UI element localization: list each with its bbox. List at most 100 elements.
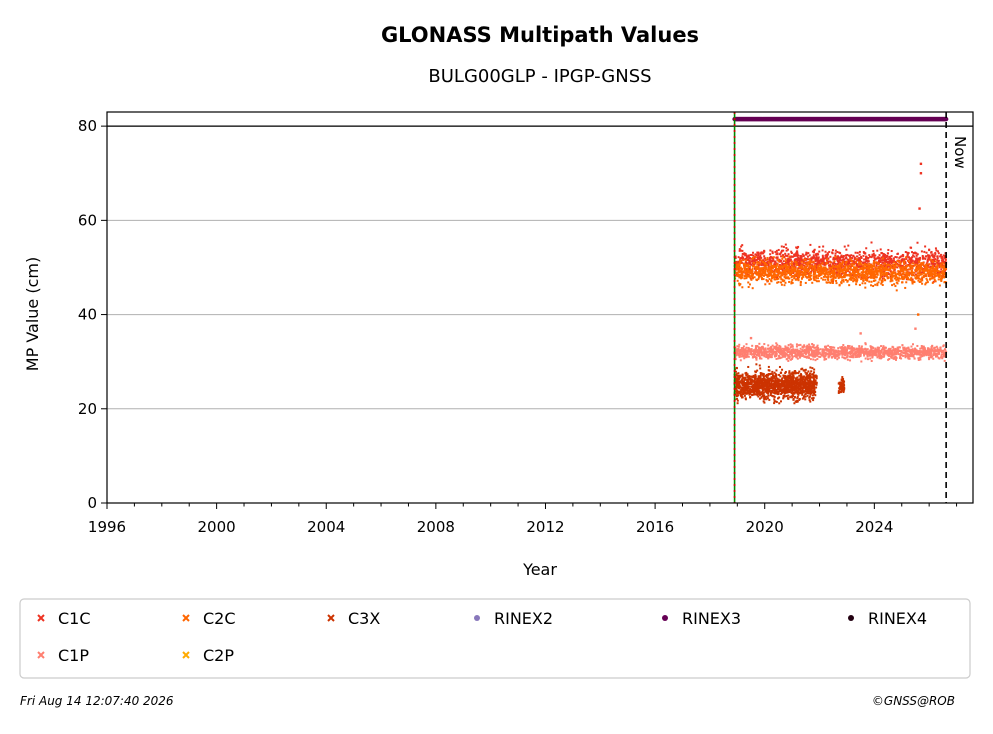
data-point	[785, 346, 788, 349]
series-c3x	[837, 376, 846, 394]
data-point	[862, 261, 865, 264]
data-point	[789, 343, 792, 346]
data-point	[798, 391, 801, 394]
data-point	[755, 358, 758, 361]
data-point	[831, 249, 834, 252]
data-point	[943, 261, 946, 264]
data-point	[827, 349, 830, 352]
data-point	[741, 346, 744, 349]
data-point	[894, 352, 897, 355]
data-point	[924, 255, 927, 258]
data-point	[760, 392, 763, 395]
data-point	[813, 389, 816, 392]
data-point	[738, 343, 741, 346]
data-point	[910, 261, 913, 264]
data-point	[757, 392, 760, 395]
data-point	[808, 272, 811, 275]
data-point	[759, 350, 762, 353]
series-c2c	[733, 255, 948, 292]
data-point	[767, 385, 770, 388]
data-point	[801, 381, 804, 384]
data-point	[829, 276, 832, 279]
data-point	[819, 266, 822, 269]
data-point	[883, 347, 886, 350]
data-point	[793, 402, 796, 405]
data-point	[916, 349, 919, 352]
data-point	[813, 378, 816, 381]
data-point	[765, 261, 768, 264]
data-point	[875, 349, 878, 352]
data-point	[816, 344, 819, 347]
data-point	[761, 392, 764, 395]
data-point	[790, 353, 793, 356]
data-point	[904, 256, 907, 259]
data-point	[750, 253, 753, 256]
data-point	[866, 358, 869, 361]
data-point	[792, 387, 795, 390]
data-point	[903, 267, 906, 270]
data-point	[936, 265, 939, 268]
data-point	[862, 268, 865, 271]
data-point	[941, 356, 944, 359]
data-point	[736, 378, 739, 381]
data-point	[810, 392, 813, 395]
data-point	[803, 369, 806, 372]
data-point	[810, 274, 813, 277]
data-point	[795, 261, 798, 264]
data-point	[799, 381, 802, 384]
data-point	[748, 385, 751, 388]
data-point	[808, 254, 811, 257]
data-point	[919, 358, 922, 361]
data-point	[919, 271, 922, 274]
data-point	[754, 390, 757, 393]
data-point	[889, 352, 892, 355]
data-point	[914, 273, 917, 276]
data-point	[794, 384, 797, 387]
data-point	[744, 388, 747, 391]
data-point	[818, 250, 821, 253]
data-point	[895, 356, 898, 359]
data-point	[892, 270, 895, 273]
data-point	[741, 392, 744, 395]
data-point	[831, 264, 834, 267]
data-point	[779, 346, 782, 349]
data-point	[740, 395, 743, 398]
data-point	[851, 354, 854, 357]
data-point	[853, 257, 856, 260]
data-point	[759, 373, 762, 376]
data-point	[858, 250, 861, 253]
data-point	[776, 253, 779, 256]
data-point	[800, 258, 803, 261]
data-point	[783, 256, 786, 259]
data-point	[898, 256, 901, 259]
data-point	[787, 380, 790, 383]
data-point	[896, 259, 899, 262]
data-point	[833, 350, 836, 353]
data-point	[769, 253, 772, 256]
data-point	[838, 272, 841, 275]
data-point	[774, 390, 777, 393]
data-point	[761, 379, 764, 382]
data-point	[827, 260, 830, 263]
data-point	[743, 349, 746, 352]
data-point	[811, 266, 814, 269]
data-point	[791, 348, 794, 351]
data-point	[833, 271, 836, 274]
data-point	[758, 346, 761, 349]
data-point	[762, 252, 765, 255]
data-point	[878, 346, 881, 349]
data-point	[805, 275, 808, 278]
data-point	[805, 273, 808, 276]
data-point	[799, 387, 802, 390]
data-point	[745, 262, 748, 265]
data-point	[854, 353, 857, 356]
data-point	[759, 254, 762, 257]
data-point	[920, 351, 923, 354]
data-point	[871, 253, 874, 256]
data-point	[774, 378, 777, 381]
data-point	[853, 256, 856, 259]
data-point	[841, 386, 844, 389]
data-point	[849, 350, 852, 353]
data-point	[942, 345, 945, 348]
data-point	[863, 350, 866, 353]
